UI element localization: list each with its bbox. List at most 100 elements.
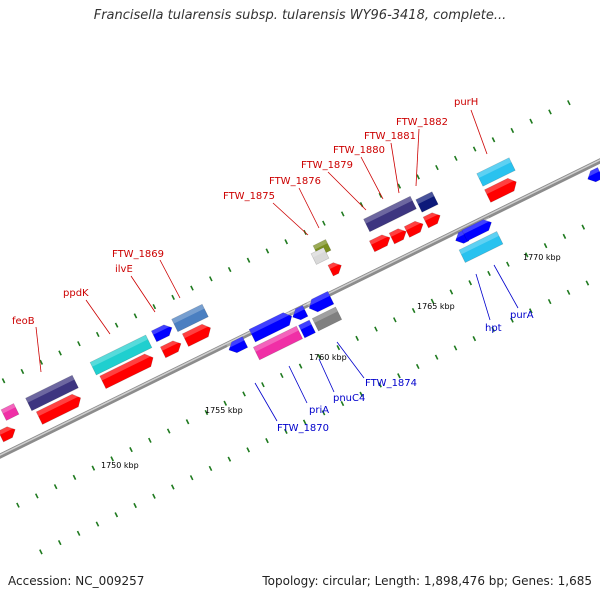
gene-label-FTW_1869: FTW_1869	[112, 249, 164, 260]
feature-purA	[458, 231, 504, 263]
cds-ppdK	[99, 351, 154, 390]
tick-mark	[562, 233, 567, 239]
tick-mark	[76, 530, 81, 536]
gene-label-feoB: feoB	[12, 316, 35, 327]
gene-label-FTW_1870: FTW_1870	[277, 423, 329, 434]
tick-mark	[208, 465, 213, 472]
cds-ppdK-highlight	[99, 351, 153, 381]
tick-mark	[77, 341, 81, 347]
tick-mark	[510, 127, 515, 134]
feature-FTW_1869-shape	[171, 303, 209, 333]
cds-FTW_1881-highlight	[404, 218, 423, 231]
tick-mark	[411, 307, 416, 314]
tick-mark	[91, 465, 96, 471]
feature-ilvE-shape	[150, 324, 173, 343]
feature-FTW_1879-shape	[363, 195, 417, 233]
cds-FTW_1882-shape	[422, 212, 441, 229]
tick-mark	[415, 363, 420, 370]
tick-mark	[543, 243, 548, 249]
feature-priA-small-shape	[292, 305, 309, 321]
feature-FTW_1874	[311, 306, 343, 332]
label-leaders	[35, 109, 519, 422]
cds-feoB-highlight	[36, 391, 80, 417]
feature-right-edge-highlight	[585, 167, 600, 178]
tick-mark	[185, 419, 190, 425]
tick-mark	[547, 298, 552, 305]
leader-line-bottom	[318, 358, 335, 393]
cds-ppdK-shape	[99, 353, 154, 390]
cds-0	[0, 424, 16, 443]
tick-mark	[265, 248, 270, 254]
leader-line-top	[35, 326, 42, 373]
feature-priA-shape	[252, 325, 304, 361]
tick-mark	[204, 409, 209, 416]
cds-feoB-shape	[35, 393, 81, 425]
cds-purH	[484, 175, 517, 203]
tick-mark	[190, 285, 194, 291]
feature-FTW_1874-highlight	[312, 306, 338, 323]
feature-FTW_1876-highlight	[313, 239, 328, 250]
tick-mark	[246, 257, 251, 263]
tick-mark	[317, 354, 322, 360]
feature-FTW_1882-shape	[415, 191, 439, 213]
feature-FTW_1869-highlight	[171, 304, 205, 324]
cds-FTW_1879a-highlight	[369, 232, 390, 245]
tick-mark	[453, 155, 458, 161]
scale-label-1760: 1760 kbp	[309, 353, 347, 362]
scale-label-1765: 1765 kbp	[417, 302, 455, 311]
tick-mark	[434, 354, 439, 360]
tick-mark	[397, 183, 402, 189]
cds-FTW_1881-shape	[403, 220, 424, 238]
tick-mark	[374, 326, 378, 332]
tick-mark	[585, 280, 590, 286]
tick-mark	[114, 322, 119, 328]
feature-purA-shape	[458, 231, 504, 263]
cds-FTW_1869	[181, 321, 211, 347]
gene-label-ppdK: ppdK	[63, 288, 89, 299]
tick-mark	[95, 331, 100, 338]
tick-mark	[189, 475, 194, 481]
tick-mark	[449, 289, 454, 295]
cds-FTW_1869-shape	[181, 323, 211, 347]
tick-mark	[34, 493, 39, 499]
tick-mark	[133, 313, 138, 319]
tick-mark	[152, 304, 157, 310]
tick-mark	[53, 484, 58, 490]
tick-mark	[284, 428, 288, 434]
cds-FTW_1882-highlight	[423, 210, 440, 221]
leader-line-top	[415, 128, 420, 187]
leader-line-top	[298, 187, 320, 229]
scale-label-1770: 1770 kbp	[523, 253, 561, 262]
tick-mark	[261, 382, 265, 388]
tick-mark	[491, 326, 495, 332]
tick-mark	[453, 345, 458, 351]
tick-mark	[1, 378, 6, 384]
gene-features	[0, 157, 600, 443]
tick-mark	[506, 261, 510, 267]
gene-label-FTW_1874: FTW_1874	[365, 378, 417, 389]
tick-mark	[16, 502, 20, 508]
leader-line-top	[272, 202, 309, 236]
tick-mark	[279, 372, 284, 379]
tick-mark	[171, 294, 175, 300]
feature-pnuC4-shape	[308, 291, 335, 313]
cds-FTW_1876-highlight	[327, 259, 341, 270]
cds-ilvE	[159, 338, 182, 359]
tick-mark	[397, 373, 401, 379]
scale-label-1750: 1750 kbp	[101, 461, 139, 470]
feature-purH-shape	[476, 157, 516, 187]
cds-FTW_1879a-shape	[368, 234, 391, 253]
tick-mark	[72, 474, 77, 480]
tick-mark	[39, 549, 43, 555]
feature-ppdK-highlight	[90, 335, 148, 367]
tick-mark	[20, 368, 25, 375]
feature-FTW_1870b-shape	[248, 312, 293, 343]
tick-mark	[148, 437, 152, 443]
cds-purH-shape	[484, 177, 517, 203]
feature-magenta-left-highlight	[1, 403, 16, 414]
tick-mark	[472, 146, 477, 152]
feature-FTW_1869	[171, 303, 209, 333]
tick-mark	[378, 382, 382, 388]
tick-mark	[284, 239, 289, 245]
tick-mark	[340, 211, 345, 217]
